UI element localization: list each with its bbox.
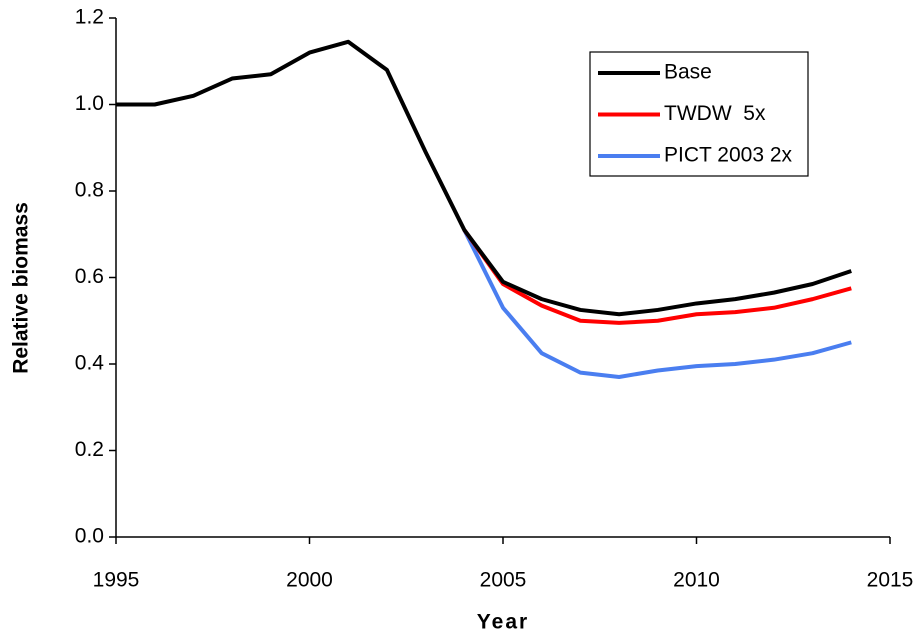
x-tick-label: 2015 (867, 569, 914, 592)
x-tick-label: 1995 (93, 569, 140, 592)
y-tick-label: 1.0 (75, 92, 104, 115)
y-tick-label: 1.2 (75, 6, 104, 29)
y-axis-title: Relative biomass (10, 202, 33, 374)
series-line (462, 228, 852, 325)
legend-label: Base (664, 61, 712, 84)
legend-label: PICT 2003 2x (664, 144, 793, 167)
series-line (462, 229, 852, 379)
y-tick-label: 0.8 (75, 179, 104, 202)
x-tick-label: 2000 (286, 569, 333, 592)
series-line (116, 39, 852, 317)
y-tick-label: 0.4 (75, 352, 105, 375)
x-axis-title: Year (477, 611, 529, 634)
x-tick-label: 2005 (480, 569, 527, 592)
x-tick-label: 2010 (673, 569, 720, 592)
y-tick-label: 0.6 (75, 265, 104, 288)
legend-label: TWDW 5x (664, 102, 766, 125)
y-tick-label: 0.2 (75, 438, 104, 461)
y-tick-label: 0.0 (75, 525, 104, 548)
